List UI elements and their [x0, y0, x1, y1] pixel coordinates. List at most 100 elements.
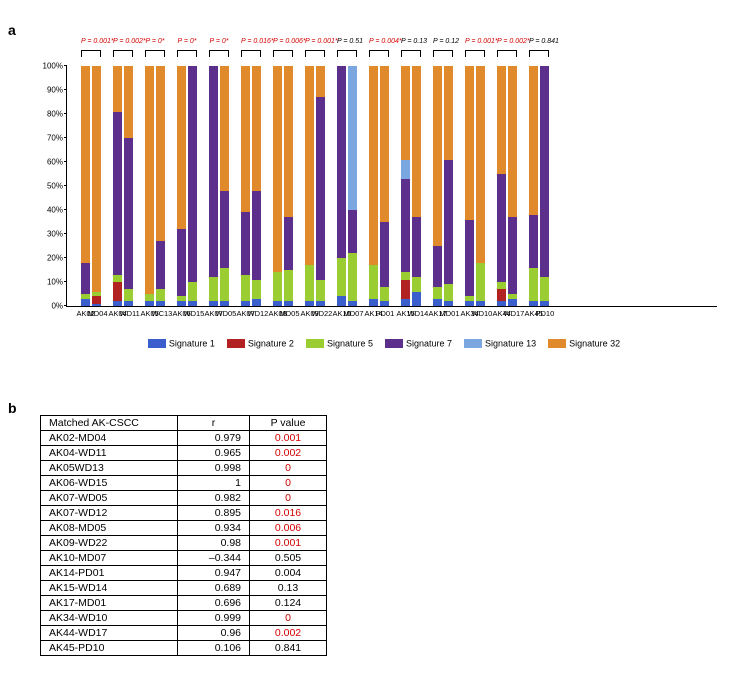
stacked-bar: AK02: [81, 66, 90, 306]
table-row: AK06-WD1510: [41, 476, 327, 491]
bar-segment: [241, 66, 250, 212]
cell-pair: AK04-WD11: [41, 446, 178, 461]
bar-segment: [529, 66, 538, 215]
bar-segment: [124, 289, 133, 301]
bar-segment: [433, 287, 442, 299]
x-tick-label: PD10: [536, 306, 554, 318]
bar-pair: P = 0.51AK10MD07: [337, 66, 357, 306]
bar-segment: [145, 66, 154, 294]
bar-segment: [220, 268, 229, 302]
legend-item: Signature 2: [227, 338, 294, 349]
legend-label: Signature 13: [485, 339, 536, 349]
y-tick-label: 90%: [37, 86, 63, 95]
legend-item: Signature 1: [148, 338, 215, 349]
cell-pair: AK08-MD05: [41, 521, 178, 536]
bar-segment: [188, 66, 197, 282]
table-row: AK04-WD110.9650.002: [41, 446, 327, 461]
page: a b 0%10%20%30%40%50%60%70%80%90%100%P =…: [0, 0, 737, 700]
bar-segment: [497, 174, 506, 282]
cell-pvalue: 0.004: [250, 566, 327, 581]
cell-pvalue: 0: [250, 461, 327, 476]
bar-segment: [273, 66, 282, 272]
cell-r: 0.696: [178, 596, 250, 611]
bar-segment: [508, 66, 517, 217]
cell-pair: AK17-MD01: [41, 596, 178, 611]
table-header: r: [178, 416, 250, 431]
bar-segment: [81, 294, 90, 299]
y-tick-label: 30%: [37, 230, 63, 239]
table-row: AK08-MD050.9340.006: [41, 521, 327, 536]
cell-pvalue: 0.016: [250, 506, 327, 521]
p-value-label: P = 0*: [209, 38, 229, 45]
bar-segment: [337, 258, 346, 296]
bar-segment: [113, 66, 122, 112]
y-tick-label: 40%: [37, 206, 63, 215]
cell-pvalue: 0.841: [250, 641, 327, 656]
bar-segment: [241, 212, 250, 274]
bar-pair: P = 0*AK05WC13: [145, 66, 165, 306]
plot-area: 0%10%20%30%40%50%60%70%80%90%100%P = 0.0…: [66, 66, 717, 307]
cell-r: 0.895: [178, 506, 250, 521]
bar-segment: [252, 191, 261, 280]
p-value-label: P = 0.016*: [241, 38, 261, 45]
cell-pvalue: 0.13: [250, 581, 327, 596]
cell-r: 0.98: [178, 536, 250, 551]
bar-segment: [540, 66, 549, 277]
bar-segment: [156, 66, 165, 241]
legend-item: Signature 5: [306, 338, 373, 349]
stacked-bar: AK06: [177, 66, 186, 306]
cell-pvalue: 0.505: [250, 551, 327, 566]
bar-segment: [252, 299, 261, 306]
x-tick-label: WD17: [504, 306, 522, 318]
bar-segment: [476, 263, 485, 301]
bar-segment: [92, 292, 101, 297]
legend-label: Signature 5: [327, 339, 373, 349]
stacked-bar: AK07: [209, 66, 218, 306]
table-row: AK05WD130.9980: [41, 461, 327, 476]
panel-label-a: a: [8, 22, 16, 38]
bar-pair: P = 0.016*AK07WD12: [241, 66, 261, 306]
cell-pair: AK44-WD17: [41, 626, 178, 641]
bar-segment: [369, 299, 378, 306]
table-row: AK34-WD100.9990: [41, 611, 327, 626]
bar-segment: [540, 277, 549, 301]
cell-r: –0.344: [178, 551, 250, 566]
stacked-bar: MD01: [444, 66, 453, 306]
bar-segment: [401, 280, 410, 299]
stacked-bar: AK07: [241, 66, 250, 306]
bar-segment: [412, 292, 421, 306]
table-row: AK44-WD170.960.002: [41, 626, 327, 641]
bar-segment: [529, 268, 538, 302]
stacked-bar: WD12: [252, 66, 261, 306]
cell-pair: AK14-PD01: [41, 566, 178, 581]
bar-segment: [444, 160, 453, 285]
cell-pair: AK07-WD05: [41, 491, 178, 506]
stacked-bar-chart: 0%10%20%30%40%50%60%70%80%90%100%P = 0.0…: [40, 40, 728, 350]
bar-segment: [369, 265, 378, 299]
bar-segment: [156, 241, 165, 289]
stacked-bar: AK04: [113, 66, 122, 306]
x-tick-label: MD07: [344, 306, 362, 318]
bar-pair: P = 0.006*AK08MD05: [273, 66, 293, 306]
table-row: AK14-PD010.9470.004: [41, 566, 327, 581]
bar-segment: [497, 66, 506, 174]
stacked-bar: AK14: [369, 66, 378, 306]
bar-segment: [380, 222, 389, 287]
bar-segment: [241, 275, 250, 301]
bar-segment: [348, 210, 357, 253]
bar-segment: [433, 299, 442, 306]
stacked-bar: AK15: [401, 66, 410, 306]
bar-segment: [412, 277, 421, 291]
y-tick-label: 0%: [37, 302, 63, 311]
cell-pvalue: 0.006: [250, 521, 327, 536]
cell-pvalue: 0: [250, 491, 327, 506]
y-tick-label: 20%: [37, 254, 63, 263]
stacked-bar: AK44: [497, 66, 506, 306]
bar-segment: [316, 66, 325, 97]
bar-segment: [284, 270, 293, 301]
cell-pair: AK07-WD12: [41, 506, 178, 521]
legend-swatch: [548, 339, 566, 348]
legend-swatch: [148, 339, 166, 348]
bar-pair: P = 0.001*AK02MD04: [81, 66, 101, 306]
bar-segment: [348, 253, 357, 301]
